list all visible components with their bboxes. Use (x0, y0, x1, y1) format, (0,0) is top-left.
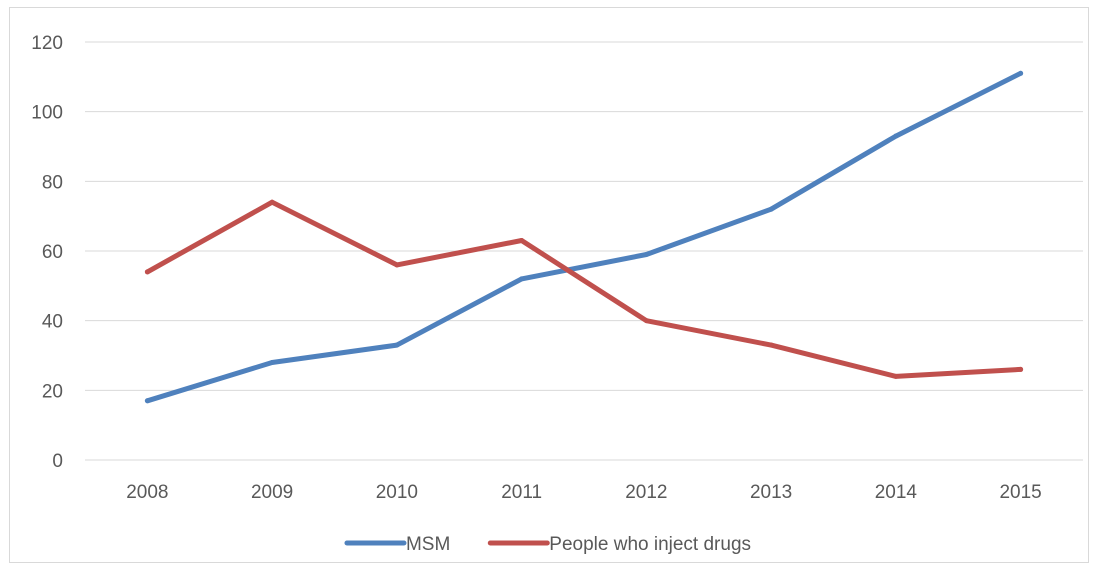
data-point (768, 206, 774, 212)
legend-label: MSM (406, 534, 450, 555)
y-tick-label: 60 (42, 242, 63, 263)
data-point (269, 359, 275, 365)
series-lines (144, 70, 1024, 404)
x-tick-label: 2013 (750, 482, 792, 503)
legend: MSM People who inject drugs (344, 534, 751, 555)
y-tick-label: 100 (31, 103, 63, 124)
data-point (519, 276, 525, 282)
data-point (643, 318, 649, 324)
data-point (394, 342, 400, 348)
data-point (269, 199, 275, 205)
data-point (1018, 70, 1024, 76)
series-line-0 (144, 70, 1024, 404)
y-tick-label: 40 (42, 312, 63, 333)
data-point (519, 238, 525, 244)
data-point (893, 373, 899, 379)
y-tick-label: 20 (42, 381, 63, 402)
x-tick-label: 2014 (875, 482, 918, 503)
y-tick-label: 80 (42, 172, 63, 193)
x-tick-label: 2011 (501, 482, 542, 503)
x-tick-label: 2008 (126, 482, 168, 503)
x-tick-label: 2009 (251, 482, 293, 503)
legend-label: People who inject drugs (549, 534, 751, 555)
grid-lines (85, 41, 1083, 461)
y-tick-label: 0 (52, 451, 63, 472)
y-axis-ticks: 0 20 40 60 80 100 120 (31, 33, 63, 472)
data-point (643, 251, 649, 257)
data-point (144, 269, 150, 275)
data-point (394, 262, 400, 268)
x-axis-ticks: 2008 2009 2010 2011 2012 2013 2014 2015 (126, 482, 1042, 503)
x-tick-label: 2015 (999, 482, 1041, 503)
data-point (1018, 366, 1024, 372)
series-line-1 (144, 199, 1024, 379)
data-point (144, 398, 150, 404)
y-tick-label: 120 (31, 33, 63, 54)
data-point (893, 133, 899, 139)
x-tick-label: 2010 (376, 482, 418, 503)
chart-frame (9, 7, 1089, 563)
x-tick-label: 2012 (625, 482, 667, 503)
data-point (768, 342, 774, 348)
